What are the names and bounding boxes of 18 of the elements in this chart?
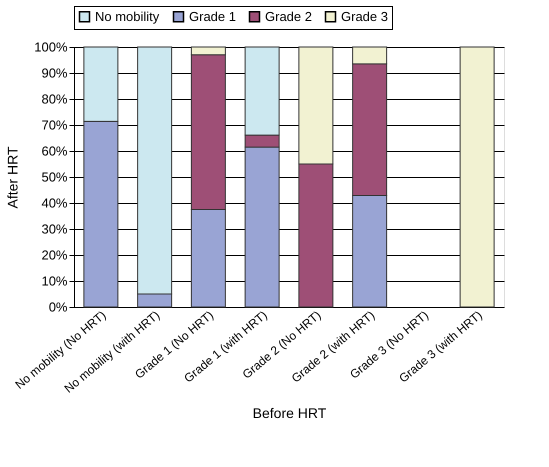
y-tick-label: 30% <box>41 222 68 236</box>
y-tick-label: 20% <box>41 248 68 262</box>
legend-label: No mobility <box>95 8 160 24</box>
y-tick-label: 100% <box>34 40 68 54</box>
y-axis-title: After HRT <box>4 146 20 208</box>
y-tick-label: 70% <box>41 118 68 132</box>
y-tick-label: 60% <box>41 144 68 158</box>
y-tick-label: 80% <box>41 92 68 106</box>
y-tick-label: 90% <box>41 66 68 80</box>
legend-label: Grade 1 <box>189 8 236 24</box>
y-tick-label: 10% <box>41 274 68 288</box>
legend-label: Grade 3 <box>341 8 388 24</box>
x-axis-title: Before HRT <box>252 404 327 421</box>
bar <box>460 46 495 308</box>
legend-label: Grade 2 <box>265 8 312 24</box>
y-tick-label: 50% <box>41 170 68 184</box>
y-tick-label: 0% <box>48 300 68 314</box>
y-tick-label: 40% <box>41 196 68 210</box>
